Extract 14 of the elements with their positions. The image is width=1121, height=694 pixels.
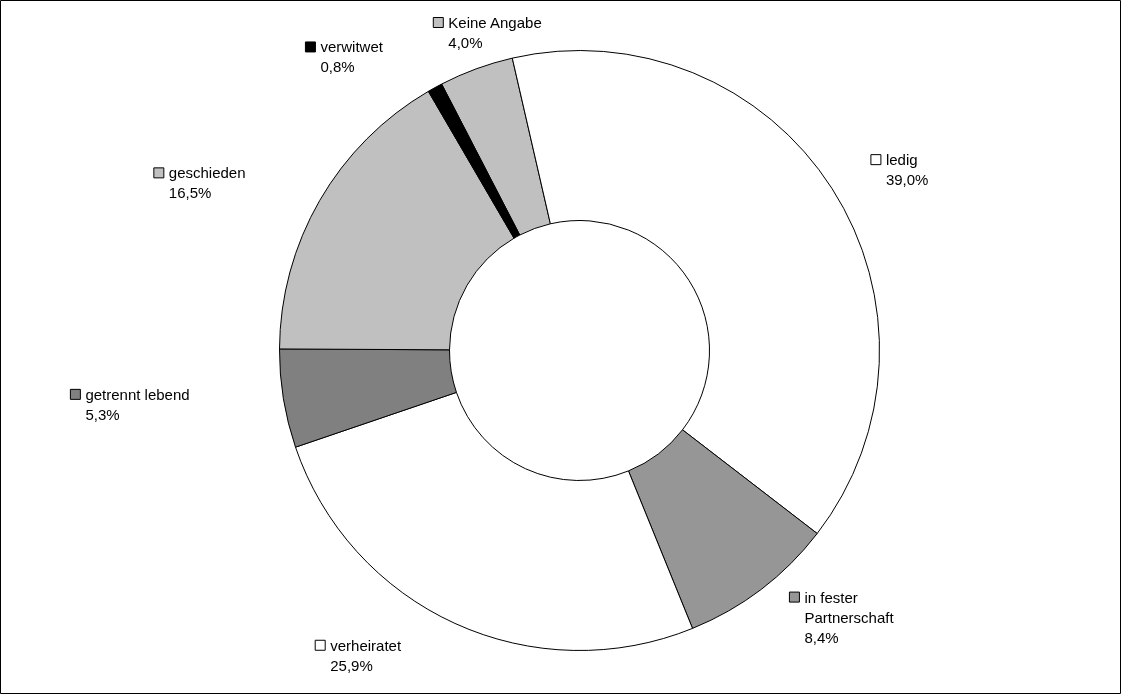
legend-label: verwitwet <box>320 38 384 56</box>
data-label: 4,0% <box>448 34 483 51</box>
legend-label: getrennt lebend <box>85 385 190 403</box>
legend-label: geschieden <box>168 164 246 182</box>
legend-label: verheiratet <box>330 636 402 654</box>
legend-label: in fester Partnerschaft <box>804 588 895 626</box>
data-label: 8,4% <box>804 628 839 646</box>
data-label: 39,0% <box>885 171 929 189</box>
data-label: 0,8% <box>320 58 355 76</box>
data-label: 16,5% <box>168 184 212 202</box>
legend-label: Keine Angabe <box>448 14 542 31</box>
data-label: 5,3% <box>85 405 120 423</box>
data-label: 25,9% <box>330 656 373 674</box>
legend-label: ledig <box>885 151 918 169</box>
